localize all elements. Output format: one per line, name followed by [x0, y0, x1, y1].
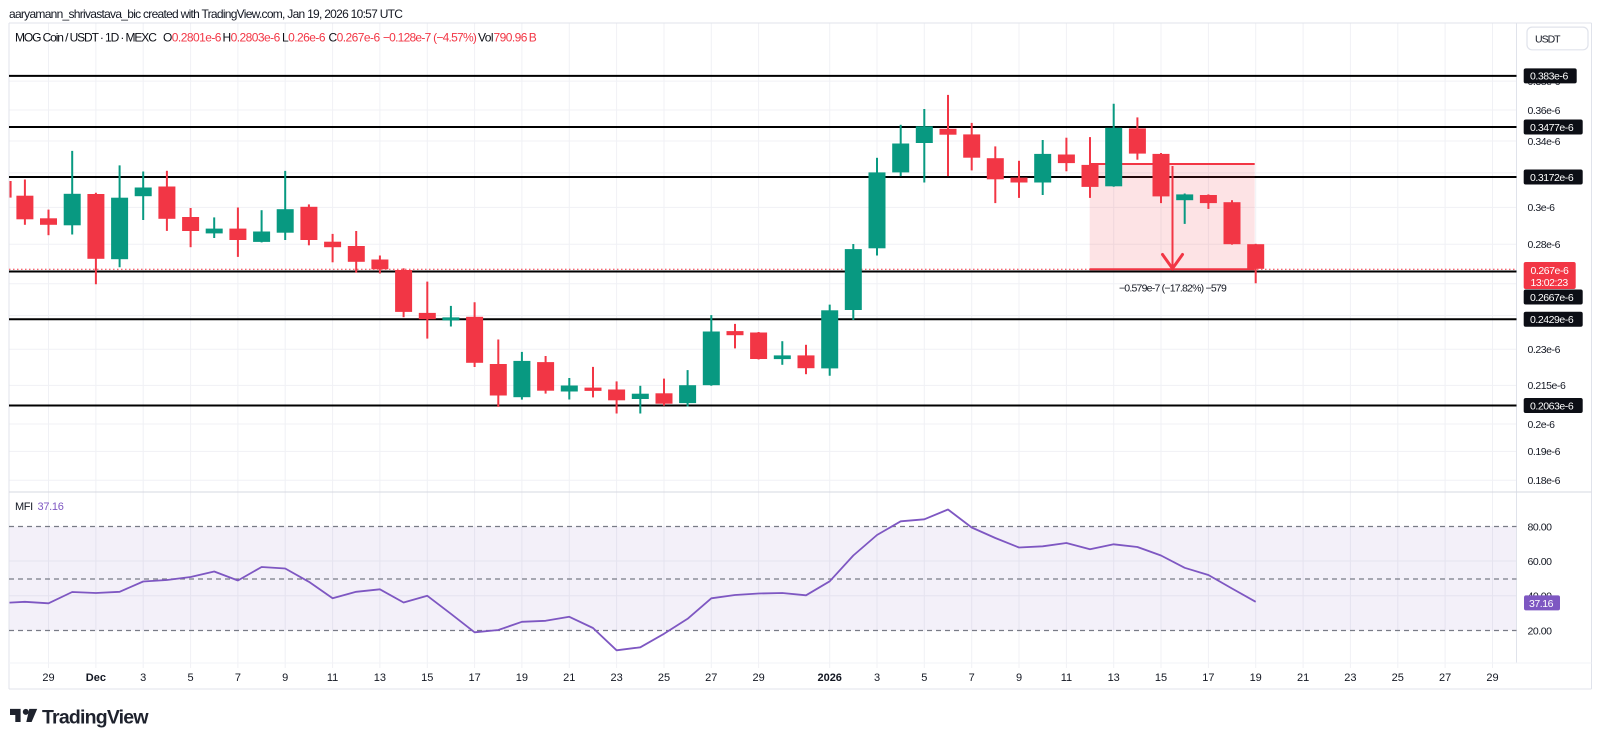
svg-text:23: 23	[610, 672, 622, 684]
svg-text:3: 3	[874, 672, 880, 684]
svg-text:19: 19	[1250, 672, 1262, 684]
svg-text:80.00: 80.00	[1528, 521, 1553, 533]
svg-text:21: 21	[563, 672, 575, 684]
svg-text:aaryamann_shrivastava_bic crea: aaryamann_shrivastava_bic created with T…	[9, 7, 403, 21]
svg-text:13:02:23: 13:02:23	[1531, 277, 1569, 289]
svg-text:13: 13	[374, 672, 386, 684]
svg-text:0.383e-6: 0.383e-6	[1530, 71, 1568, 83]
svg-text:0.2063e-6: 0.2063e-6	[1530, 400, 1574, 412]
svg-text:9: 9	[282, 672, 288, 684]
svg-text:29: 29	[42, 672, 54, 684]
svg-text:7: 7	[235, 672, 241, 684]
svg-text:37.16: 37.16	[38, 501, 64, 513]
svg-text:60.00: 60.00	[1528, 556, 1553, 568]
svg-text:0.18e-6: 0.18e-6	[1528, 475, 1561, 487]
svg-text:13: 13	[1108, 672, 1120, 684]
svg-text:11: 11	[327, 672, 338, 684]
svg-text:29: 29	[1486, 672, 1498, 684]
svg-text:0.34e-6: 0.34e-6	[1528, 136, 1561, 148]
svg-text:29: 29	[752, 672, 764, 684]
svg-text:15: 15	[421, 672, 433, 684]
svg-text:0.3e-6: 0.3e-6	[1528, 202, 1556, 214]
svg-text:15: 15	[1155, 672, 1167, 684]
svg-text:11: 11	[1061, 672, 1072, 684]
svg-text:−0.579e-7 (−17.82%) −579: −0.579e-7 (−17.82%) −579	[1119, 283, 1227, 295]
svg-text:0.2667e-6: 0.2667e-6	[1530, 292, 1574, 304]
svg-text:20.00: 20.00	[1528, 625, 1553, 637]
svg-text:23: 23	[1344, 672, 1356, 684]
svg-text:27: 27	[705, 672, 717, 684]
svg-text:0.3172e-6: 0.3172e-6	[1530, 172, 1574, 184]
svg-text:0.267e-6: 0.267e-6	[1531, 265, 1569, 277]
svg-text:0.215e-6: 0.215e-6	[1528, 380, 1566, 392]
svg-text:Dec: Dec	[86, 672, 106, 684]
svg-text:37.16: 37.16	[1529, 598, 1554, 610]
svg-text:0.23e-6: 0.23e-6	[1528, 344, 1561, 356]
svg-text:19: 19	[516, 672, 528, 684]
svg-text:7: 7	[969, 672, 975, 684]
svg-text:17: 17	[468, 672, 480, 684]
svg-text:USDT: USDT	[1535, 34, 1561, 46]
svg-text:2026: 2026	[817, 672, 841, 684]
svg-text:25: 25	[658, 672, 670, 684]
svg-text:0.19e-6: 0.19e-6	[1528, 446, 1561, 458]
svg-text:3: 3	[140, 672, 146, 684]
svg-text:0.2429e-6: 0.2429e-6	[1530, 314, 1574, 326]
svg-text:17: 17	[1202, 672, 1214, 684]
svg-text:MFI: MFI	[15, 501, 33, 513]
svg-text:0.2e-6: 0.2e-6	[1528, 419, 1556, 431]
svg-text:TradingView: TradingView	[42, 707, 149, 729]
svg-text:5: 5	[921, 672, 927, 684]
svg-text:25: 25	[1392, 672, 1404, 684]
svg-text:0.36e-6: 0.36e-6	[1528, 105, 1561, 117]
svg-text:9: 9	[1016, 672, 1022, 684]
svg-text:27: 27	[1439, 672, 1451, 684]
svg-text:21: 21	[1297, 672, 1309, 684]
svg-text:0.28e-6: 0.28e-6	[1528, 239, 1561, 251]
svg-text:0.3477e-6: 0.3477e-6	[1530, 122, 1574, 134]
svg-text:5: 5	[188, 672, 194, 684]
